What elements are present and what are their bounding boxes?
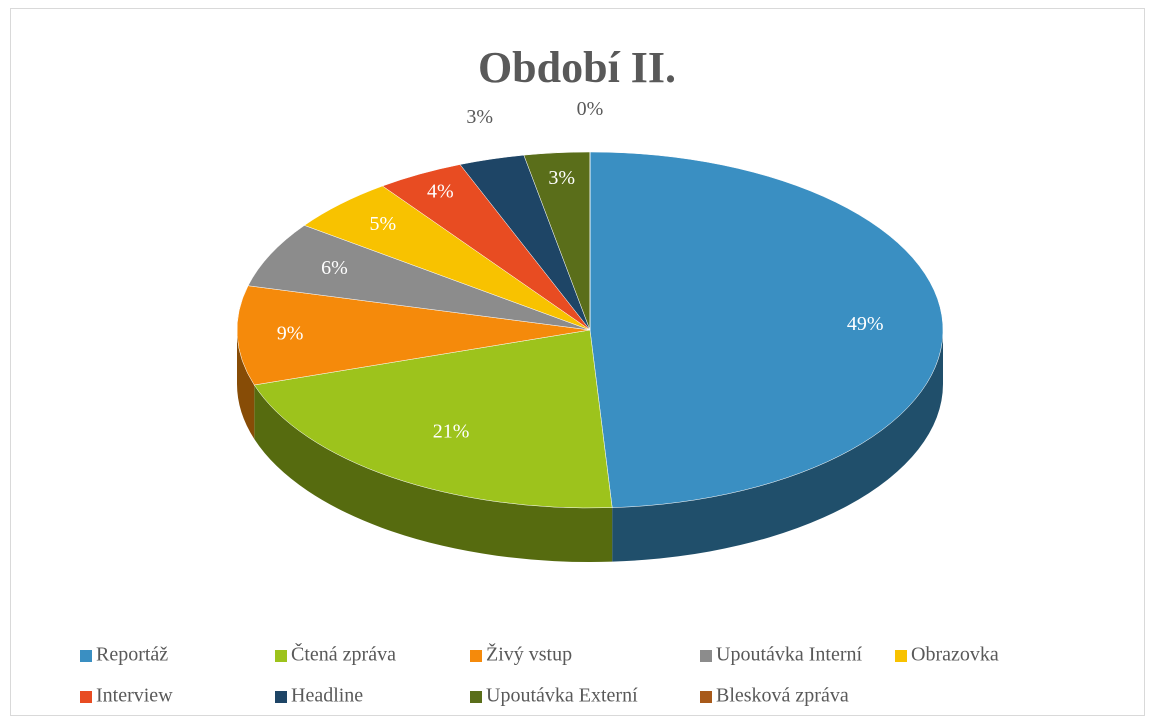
legend-swatch xyxy=(700,650,712,662)
chart-title: Období II. xyxy=(478,43,676,92)
data-label: 6% xyxy=(321,257,348,279)
legend-label: Interview xyxy=(96,685,173,707)
data-label: 3% xyxy=(466,106,493,128)
slice-side xyxy=(237,330,255,440)
legend-swatch xyxy=(895,650,907,662)
slice xyxy=(247,225,591,331)
data-label: 49% xyxy=(847,313,884,335)
data-label: 4% xyxy=(427,180,454,202)
legend-label: Headline xyxy=(291,685,363,707)
legend-swatch xyxy=(470,691,482,703)
legend-swatch xyxy=(700,691,712,703)
legend-label: Upoutávka Interní xyxy=(716,644,863,666)
legend-label: Blesková zpráva xyxy=(716,685,849,707)
legend-label: Čtená zpráva xyxy=(291,642,396,666)
legend-swatch xyxy=(80,650,92,662)
data-label: 21% xyxy=(433,421,470,443)
legend-label: Živý vstup xyxy=(486,643,572,666)
slice-side xyxy=(612,330,943,562)
legend-swatch xyxy=(275,650,287,662)
slice-side xyxy=(254,385,613,562)
slice xyxy=(253,329,613,509)
slice xyxy=(236,285,591,386)
legend-label: Reportáž xyxy=(96,644,168,666)
slice xyxy=(589,151,944,508)
legend-swatch xyxy=(275,691,287,703)
data-label: 3% xyxy=(548,167,575,189)
data-label: 9% xyxy=(277,322,304,344)
legend-swatch xyxy=(470,650,482,662)
legend-swatch xyxy=(80,691,92,703)
data-label: 0% xyxy=(577,98,604,120)
data-label: 5% xyxy=(369,213,396,235)
legend-label: Obrazovka xyxy=(911,644,999,666)
legend-label: Upoutávka Externí xyxy=(486,685,638,707)
